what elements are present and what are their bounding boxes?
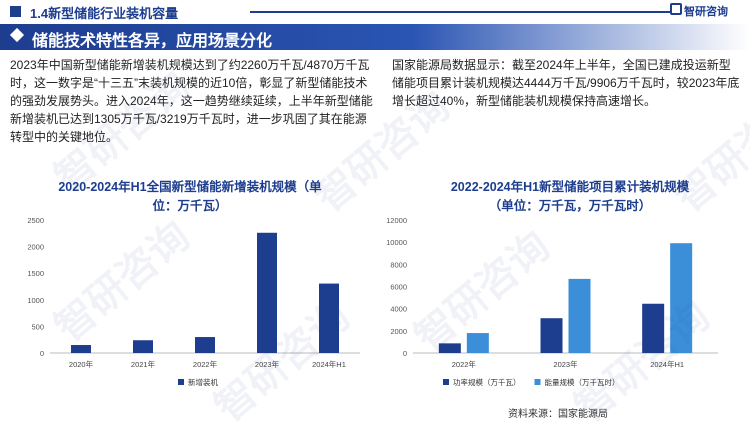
title-marker (10, 6, 21, 17)
chart1-y-tick-label: 1000 (27, 296, 44, 305)
chart1-x-tick-label: 2020年 (69, 359, 94, 369)
chart2-bar (540, 318, 563, 353)
chart2-bar (642, 303, 665, 353)
chart2-y-tick-label: 6000 (390, 283, 407, 292)
title-divider (250, 11, 670, 13)
right-paragraph: 国家能源局数据显示：截至2024年上半年，全国已建成投运新型储能项目累计装机规模… (392, 58, 740, 108)
chart2-y-tick-label: 8000 (390, 260, 407, 269)
chart1-title-line2: 位：万千瓦） (152, 199, 228, 213)
chart2-bar (670, 243, 693, 353)
chart1-bar (319, 283, 339, 353)
chart2-title-line2: （单位：万千瓦，万千瓦时） (488, 199, 652, 213)
chart2-y-tick-label: 4000 (390, 305, 407, 314)
chart1-title-line1: 2020-2024年H1全国新型储能新增装机规模（单 (58, 180, 322, 194)
chart2-y-tick-label: 2000 (390, 327, 407, 336)
chart1-legend-swatch (178, 379, 184, 385)
section-title: 储能技术特性各异，应用场景分化 (32, 33, 273, 50)
chart1-y-tick-label: 500 (31, 322, 44, 331)
top-bar: 1.4新型储能行业装机容量 智研咨询 (0, 0, 750, 22)
chart1-y-tick-label: 1500 (27, 269, 44, 278)
charts-canvas: 0 500 1000 1500 2000 2500 2020年 2021年 2022年 2023年… (27, 216, 718, 387)
chart2-bar (466, 333, 489, 353)
chart2-x-tick-label: 2022年 (452, 359, 477, 369)
chart1-y-tick-label: 2000 (27, 243, 44, 252)
chart1-x-tick-label: 2023年 (255, 359, 280, 369)
chart2-legend-swatch (534, 379, 541, 385)
chart2-x-tick-label: 2023年 (553, 359, 578, 369)
chart2-y-tick-label: 12000 (386, 216, 407, 225)
section-banner: 储能技术特性各异，应用场景分化 (0, 24, 750, 50)
chart2-legend-swatch (443, 379, 449, 385)
chart1-bar (195, 337, 215, 353)
chart2-x-tick-label: 2024年H1 (650, 359, 684, 369)
chart1-bar (257, 232, 277, 353)
chart1-x-tick-label: 2024年H1 (312, 359, 346, 369)
source-note: 资料来源：国家能源局 (508, 409, 608, 420)
chart1-x-tick-label: 2022年 (193, 359, 218, 369)
chart1-y-tick-label: 2500 (27, 216, 44, 225)
chart2-legend-label: 功率规模（万千瓦） (453, 377, 521, 387)
brand-logo-icon (670, 3, 682, 15)
chart1-bar (71, 345, 91, 353)
chart1-y-tick-label: 0 (40, 349, 44, 358)
chart1-bar (133, 340, 153, 353)
chart2-bar (438, 343, 461, 353)
left-paragraph: 2023年中国新型储能新增装机规模达到了约2260万千瓦/4870万千瓦时，这一… (10, 58, 373, 144)
brand-name: 智研咨询 (684, 6, 728, 18)
page-title: 1.4新型储能行业装机容量 (30, 6, 179, 21)
chart2-title: 2022-2024年H1新型储能项目累计装机规模 （单位：万千瓦，万千瓦时） (400, 176, 740, 214)
chart2-bar (568, 278, 591, 353)
chart2-title-line1: 2022-2024年H1新型储能项目累计装机规模 (450, 180, 690, 194)
chart2-y-tick-label: 10000 (386, 238, 407, 247)
chart1-title: 2020-2024年H1全国新型储能新增装机规模（单 位：万千瓦） (20, 176, 360, 214)
chart1-legend-label: 新增装机 (188, 377, 218, 387)
chart2-legend-label: 能量规模（万千瓦时） (545, 377, 620, 387)
chart1-x-tick-label: 2021年 (131, 359, 156, 369)
chart2-y-tick-label: 0 (403, 349, 407, 358)
